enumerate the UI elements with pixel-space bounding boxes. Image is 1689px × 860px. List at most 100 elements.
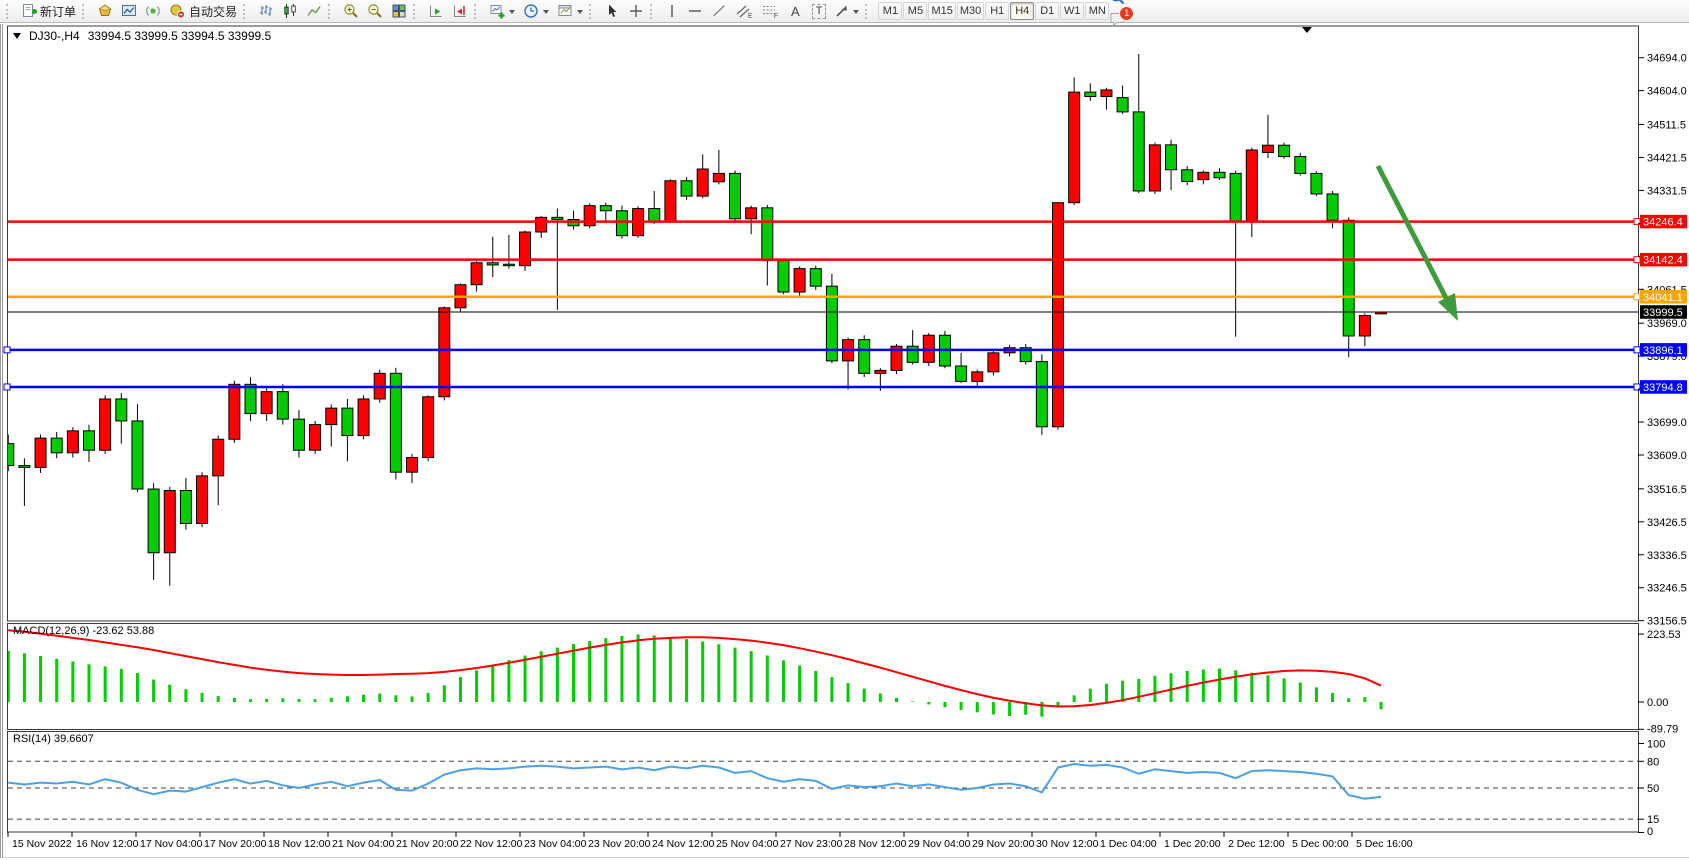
rsi-line xyxy=(8,762,1382,800)
bar-chart-button[interactable] xyxy=(254,1,278,21)
rsi-tick-label: 15 xyxy=(1647,814,1659,826)
zoom-in-button[interactable] xyxy=(339,1,363,21)
autotrading-button[interactable]: 自动交易 xyxy=(165,1,241,21)
macd-tick-label: -89.79 xyxy=(1647,724,1678,736)
time-tick-label: 17 Nov 20:00 xyxy=(204,838,267,850)
down-arrow-line[interactable] xyxy=(1375,164,1449,300)
tile-windows-icon xyxy=(392,4,406,18)
time-tick-label: 21 Nov 04:00 xyxy=(332,838,395,850)
vertical-line-icon xyxy=(671,5,673,17)
line-anchor-handle[interactable] xyxy=(3,383,11,391)
signals-button[interactable] xyxy=(141,1,165,21)
rsi-tick-label: 100 xyxy=(1647,739,1665,751)
cursor-button[interactable] xyxy=(600,1,624,21)
line-anchor-handle[interactable] xyxy=(1633,256,1641,264)
line-anchor-handle[interactable] xyxy=(3,346,11,354)
auto-scroll-button[interactable] xyxy=(424,1,448,21)
chart-shift-marker-icon[interactable] xyxy=(1302,27,1312,33)
vertical-line-button[interactable] xyxy=(661,1,683,21)
horizontal-line-icon xyxy=(689,10,702,12)
timeframe-button-mn[interactable]: MN xyxy=(1085,2,1110,20)
candle-body xyxy=(131,420,144,490)
search-icon[interactable] xyxy=(1109,0,1126,6)
time-tick-label: 21 Nov 20:00 xyxy=(396,838,459,850)
time-tick-label: 18 Nov 12:00 xyxy=(268,838,331,850)
tile-windows-button[interactable] xyxy=(387,1,411,21)
trendline-button[interactable] xyxy=(707,1,731,21)
navigator-button[interactable] xyxy=(117,1,141,21)
candle-body xyxy=(357,398,370,437)
candle-body xyxy=(260,391,273,415)
candle-body xyxy=(292,418,305,451)
chart-template-button[interactable] xyxy=(553,1,587,21)
time-tick-label: 25 Nov 04:00 xyxy=(716,838,779,850)
chart-shift-icon xyxy=(454,5,466,17)
timeframe-button-h4[interactable]: H4 xyxy=(1010,2,1035,20)
toolbar-grip xyxy=(474,3,481,19)
candle-body xyxy=(1310,172,1323,195)
equidistant-channel-button[interactable]: E xyxy=(731,1,757,21)
horizontal-line-button[interactable] xyxy=(683,1,707,21)
line-chart-button[interactable] xyxy=(302,1,326,21)
text-label-button[interactable]: T xyxy=(808,1,831,21)
candle-body xyxy=(890,345,903,371)
price-line-label-box xyxy=(1640,290,1687,304)
candle-body xyxy=(712,172,725,183)
zoom-out-icon xyxy=(368,4,382,18)
price-line-label: 34246.4 xyxy=(1643,217,1683,229)
candle-body xyxy=(212,438,225,477)
candlestick-chart-button[interactable] xyxy=(278,1,302,21)
timeframe-button-d1[interactable]: D1 xyxy=(1035,2,1060,20)
candle-body xyxy=(615,210,628,237)
rsi-tick-label: 0 xyxy=(1647,826,1653,838)
line-anchor-handle[interactable] xyxy=(1633,293,1641,301)
fibonacci-button[interactable]: F xyxy=(757,1,783,21)
candle-body xyxy=(147,488,160,554)
time-tick-label: 28 Nov 12:00 xyxy=(844,838,907,850)
svg-text:F: F xyxy=(774,13,778,19)
market-watch-button[interactable] xyxy=(93,1,117,21)
line-anchor-handle[interactable] xyxy=(1633,346,1641,354)
price-line-label: 33896.1 xyxy=(1643,345,1683,357)
timeframe-button-m5[interactable]: M5 xyxy=(903,2,928,20)
new-chart-button[interactable] xyxy=(485,1,519,21)
timeframe-button-h1[interactable]: H1 xyxy=(985,2,1010,20)
timeframe-button-w1[interactable]: W1 xyxy=(1060,2,1085,20)
candle-body xyxy=(18,465,31,468)
toolbar-grip xyxy=(413,3,420,19)
text-button[interactable]: A xyxy=(783,1,808,21)
toolbar-grip xyxy=(650,3,657,19)
new-order-icon xyxy=(23,4,37,17)
time-tick-label: 5 Dec 16:00 xyxy=(1356,838,1413,850)
candle-body xyxy=(1052,202,1064,428)
candle-body xyxy=(163,490,176,554)
toolbar-right-group: 1 xyxy=(1109,0,1135,33)
symbol-dropdown-icon[interactable] xyxy=(13,33,21,43)
period-clock-button[interactable] xyxy=(519,1,553,21)
arrow-tool-button[interactable] xyxy=(830,1,863,21)
time-tick-label: 23 Nov 04:00 xyxy=(524,838,587,850)
current-price-label-box xyxy=(1640,305,1687,319)
time-tick-label: 5 Dec 00:00 xyxy=(1292,838,1349,850)
down-arrow-head-icon[interactable] xyxy=(1438,293,1458,321)
rsi-indicator-label: RSI(14) 39.6607 xyxy=(13,733,94,745)
time-tick-label: 24 Nov 12:00 xyxy=(652,838,715,850)
new-order-button[interactable]: 新订单 xyxy=(17,1,80,21)
chart-symbol-label[interactable]: DJ30-,H4 33994.5 33999.5 33994.5 33999.5 xyxy=(13,28,271,43)
time-tick-label: 1 Dec 20:00 xyxy=(1164,838,1221,850)
timeframe-button-m15[interactable]: M15 xyxy=(928,2,956,20)
candle-body xyxy=(309,424,322,451)
candle-body xyxy=(648,208,661,222)
candle-body xyxy=(115,398,128,422)
timeframe-button-m30[interactable]: M30 xyxy=(956,2,985,20)
candle-body xyxy=(34,437,47,468)
chat-button[interactable]: 1 xyxy=(1109,6,1135,33)
candle-body xyxy=(696,168,709,197)
crosshair-button[interactable] xyxy=(624,1,648,21)
candle-body xyxy=(228,383,241,440)
macd-tick-label: 0.00 xyxy=(1647,697,1668,709)
chart-shift-button[interactable] xyxy=(448,1,472,21)
timeframe-button-m1[interactable]: M1 xyxy=(878,2,903,20)
zoom-out-button[interactable] xyxy=(363,1,387,21)
